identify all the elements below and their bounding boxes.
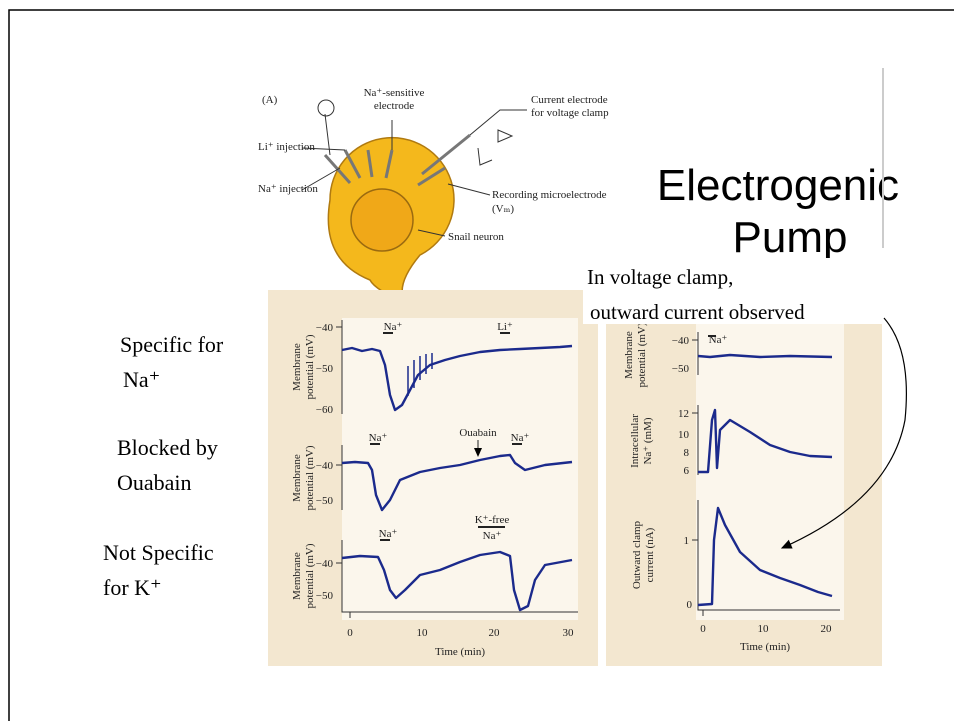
side-label: Blocked by (117, 435, 218, 460)
y-tick-label: −50 (316, 495, 334, 507)
x-tick-label: 20 (821, 623, 833, 635)
nucleus (351, 189, 413, 251)
diagram-label: Snail neuron (448, 231, 504, 243)
diagram-label: Li⁺ injection (258, 141, 315, 153)
annotation-line: outward current observed (590, 300, 805, 324)
y-tick-label: −50 (316, 363, 334, 375)
y-tick-label: −60 (316, 404, 334, 416)
side-label: for K⁺ (103, 575, 162, 600)
y-tick-label: 0 (687, 599, 693, 611)
diagram-label: electrode (374, 100, 414, 112)
y-label: potential (mV) (304, 334, 316, 399)
x-tick-label: 10 (758, 623, 770, 635)
stimulus-label: K⁺-free (475, 514, 510, 526)
y-label: Membrane (291, 552, 303, 600)
stimulus-label: Na⁺ (379, 528, 398, 540)
y-tick-label: 8 (684, 447, 690, 459)
stimulus-label: Ouabain (459, 427, 497, 439)
x-tick-label: 30 (563, 627, 575, 639)
x-label: Time (min) (740, 641, 790, 653)
slide: Electrogenic Pump (A) Na⁺-sensitive elec… (0, 0, 954, 721)
y-label: Membrane (291, 454, 303, 502)
side-label: Ouabain (117, 470, 192, 495)
x-tick-label: 0 (347, 627, 353, 639)
x-tick-label: 10 (417, 627, 429, 639)
stimulus-label: Na⁺ (511, 432, 530, 444)
diagram-label: for voltage clamp (531, 107, 609, 119)
y-tick-label: 12 (678, 408, 689, 420)
diagram-label: Na⁺ injection (258, 183, 318, 195)
y-tick-label: −40 (316, 460, 334, 472)
y-tick-label: 10 (678, 429, 690, 441)
diagram-label: Na⁺-sensitive (364, 87, 425, 99)
y-tick-label: 1 (684, 535, 690, 547)
x-tick-label: 20 (489, 627, 501, 639)
title-line: Electrogenic (657, 161, 899, 210)
side-label: Na⁺ (123, 367, 160, 392)
neuron-diagram: (A) Na⁺-sensitive electrode Current elec… (258, 87, 609, 302)
stimulus-label: Na⁺ (709, 334, 728, 346)
x-label: Time (min) (435, 646, 485, 658)
y-label: Membrane (291, 343, 303, 391)
diagram-label: Recording microelectrode (492, 189, 607, 201)
diagram-label: Current electrode (531, 94, 608, 106)
side-label: Not Specific (103, 540, 214, 565)
stimulus-label: Li⁺ (497, 321, 513, 333)
y-label: Intracellular (629, 414, 641, 468)
diagram-label: (Vₘ) (492, 203, 514, 215)
y-tick-label: 6 (684, 465, 690, 477)
y-label: Na⁺ (mM) (642, 417, 654, 464)
y-label: potential (mV) (304, 543, 316, 608)
panel-label: (A) (262, 94, 278, 106)
x-tick-label: 0 (700, 623, 706, 635)
y-label: Outward clamp (631, 520, 643, 589)
title-line: Pump (733, 213, 848, 262)
stimulus-label: Na⁺ (483, 530, 502, 542)
y-label: Membrane (623, 331, 635, 379)
y-label: current (nA) (644, 527, 656, 582)
y-tick-label: −40 (672, 335, 690, 347)
stimulus-label: Na⁺ (369, 432, 388, 444)
annotation-line: In voltage clamp, (587, 265, 733, 289)
page: {"title":["Electrogenic","Pump"], "side_… (0, 0, 954, 721)
y-tick-label: −50 (316, 590, 334, 602)
y-label: potential (mV) (636, 322, 648, 387)
y-label: potential (mV) (304, 445, 316, 510)
plot-area (342, 318, 578, 620)
y-tick-label: −40 (316, 558, 334, 570)
side-label: Specific for (120, 332, 224, 357)
y-tick-label: −40 (316, 322, 334, 334)
stimulus-label: Na⁺ (384, 321, 403, 333)
y-tick-label: −50 (672, 363, 690, 375)
